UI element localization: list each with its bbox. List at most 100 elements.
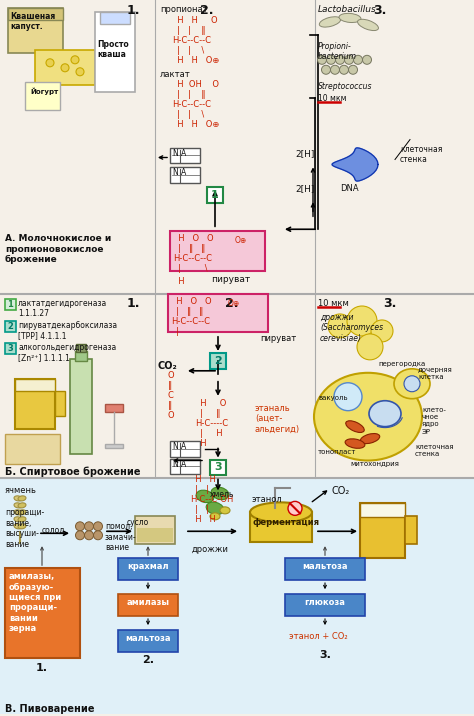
Circle shape [93,522,102,531]
Text: H   H   O⊕: H H O⊕ [172,56,219,65]
Text: 2.: 2. [200,4,214,17]
Text: H   O   O: H O O [171,297,211,306]
Text: амилазы,
образую-
щиеся при
проращи-
вании
зерна: амилазы, образую- щиеся при проращи- ван… [9,572,61,633]
Text: |   ‖   ‖: | ‖ ‖ [171,307,203,316]
Text: A: A [181,168,186,178]
FancyBboxPatch shape [5,434,60,463]
Text: |: | [171,327,179,336]
Circle shape [327,55,336,64]
Text: 2.: 2. [142,655,154,665]
Text: проращи-
вание,
высуши-
вание: проращи- вание, высуши- вание [5,508,44,548]
Text: помол,
замачи-
вание: помол, замачи- вание [105,522,137,552]
Text: мальтоза: мальтоза [125,634,171,643]
Circle shape [318,55,327,64]
Ellipse shape [314,373,422,460]
Text: 2[H]: 2[H] [295,150,314,158]
Ellipse shape [360,434,380,444]
Text: Йогурт: Йогурт [30,88,58,95]
FancyBboxPatch shape [5,569,80,658]
FancyBboxPatch shape [8,8,63,20]
Text: 3.: 3. [383,297,397,310]
Circle shape [46,59,54,67]
Circle shape [71,56,79,64]
FancyBboxPatch shape [170,147,200,163]
Ellipse shape [14,503,22,508]
Text: алкогольдегидрогеназа
[Zn²⁺] 1.1.1.1: алкогольдегидрогеназа [Zn²⁺] 1.1.1.1 [18,343,116,362]
FancyBboxPatch shape [5,299,16,310]
Ellipse shape [14,524,22,529]
Circle shape [345,55,354,64]
Text: сусло: сусло [127,518,149,527]
Circle shape [334,383,362,411]
Text: Квашеная
капуст.: Квашеная капуст. [10,12,55,32]
Text: 3.: 3. [374,4,387,17]
Ellipse shape [250,503,312,522]
FancyBboxPatch shape [15,379,55,429]
Ellipse shape [346,421,364,432]
Text: 1.: 1. [127,4,140,17]
Polygon shape [332,147,378,181]
Text: клеточная
стенка: клеточная стенка [415,444,454,457]
Text: пируват: пируват [260,334,296,343]
Text: N: N [172,148,178,158]
Circle shape [76,68,84,76]
Text: этанол + CO₂: этанол + CO₂ [289,632,347,641]
Text: крахмал: крахмал [127,562,169,571]
Text: A: A [181,442,186,450]
Text: 1: 1 [211,190,219,200]
Circle shape [288,501,302,516]
FancyBboxPatch shape [170,458,200,475]
Text: H     O: H O [195,399,227,407]
FancyBboxPatch shape [285,558,365,580]
Ellipse shape [14,496,22,501]
Text: H: H [195,439,207,448]
FancyBboxPatch shape [25,82,60,110]
Circle shape [348,65,357,74]
Text: амилазы: амилазы [127,598,170,607]
FancyBboxPatch shape [405,516,417,544]
Text: |   |    ‖: | | ‖ [172,90,206,99]
Text: H   O   O: H O O [173,234,214,243]
FancyBboxPatch shape [105,444,123,448]
Circle shape [339,65,348,74]
Text: 1.: 1. [36,663,48,673]
Text: H   H: H H [190,475,216,485]
Text: 10 мкм: 10 мкм [318,94,346,102]
Text: В. Пивоварение: В. Пивоварение [5,704,94,714]
Text: пропионат: пропионат [160,5,208,14]
Text: мальтоза: мальтоза [302,562,348,571]
Text: O⊕: O⊕ [228,299,240,308]
Text: |   |: | | [190,485,209,495]
Text: |   ‖   ‖: | ‖ ‖ [173,244,205,253]
Text: O: O [168,371,174,379]
Text: ЭР: ЭР [422,429,431,435]
Text: N: N [172,460,178,468]
Circle shape [371,320,393,342]
Circle shape [321,65,330,74]
Ellipse shape [18,496,26,501]
Text: H-C--C--C: H-C--C--C [171,317,210,326]
Ellipse shape [18,510,26,515]
FancyBboxPatch shape [35,50,95,84]
FancyBboxPatch shape [207,188,223,203]
FancyBboxPatch shape [70,359,92,453]
Ellipse shape [220,507,230,514]
Text: лактатдегидрогеназа
1.1.1.27: лактатдегидрогеназа 1.1.1.27 [18,299,107,319]
Text: H-C--C-OH: H-C--C-OH [190,495,233,504]
Text: 2[H]: 2[H] [295,185,314,193]
Ellipse shape [18,524,26,529]
Text: 1: 1 [7,300,13,309]
FancyBboxPatch shape [170,168,200,183]
FancyBboxPatch shape [105,404,123,412]
Text: H: H [173,277,185,286]
Text: |   |    \: | | \ [172,110,204,119]
FancyBboxPatch shape [8,8,63,53]
Circle shape [61,64,69,72]
Text: H   H   O⊕: H H O⊕ [172,120,219,129]
Ellipse shape [357,19,378,31]
Text: хмель: хмель [210,490,234,500]
Text: 2.: 2. [225,297,239,310]
FancyBboxPatch shape [168,294,268,332]
Text: H-C--C--C: H-C--C--C [173,254,212,263]
Ellipse shape [18,517,26,522]
